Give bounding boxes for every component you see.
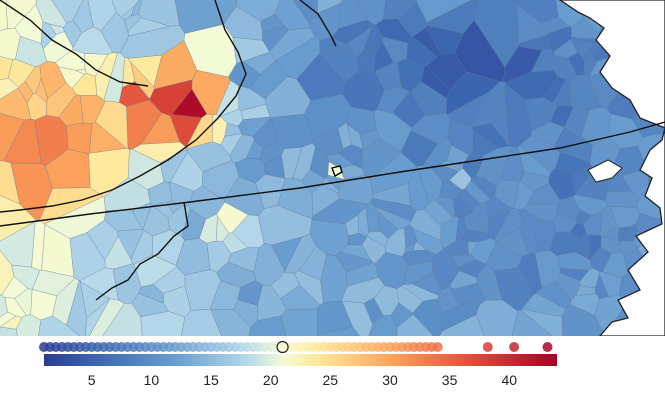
legend-dot — [433, 342, 443, 352]
color-legend: 5 10 15 20 25 30 35 40 — [0, 336, 665, 394]
county-region[interactable] — [281, 309, 317, 336]
legend-dot — [483, 342, 493, 352]
legend-tick-label: 5 — [88, 372, 96, 388]
legend-canvas: 5 10 15 20 25 30 35 40 — [0, 336, 665, 394]
legend-tick-label: 10 — [144, 372, 160, 388]
legend-color-bar — [44, 354, 557, 366]
legend-tick-label: 25 — [323, 372, 339, 388]
map-canvas[interactable] — [0, 0, 665, 336]
legend-selected-marker — [277, 342, 288, 353]
legend-tick-group: 5 10 15 20 25 30 35 40 — [88, 372, 517, 388]
legend-tick-label: 20 — [263, 372, 279, 388]
legend-dot — [509, 342, 519, 352]
legend-tick-label: 40 — [502, 372, 518, 388]
county-region[interactable] — [606, 191, 639, 208]
choropleth-map[interactable] — [0, 0, 665, 336]
legend-tick-label: 30 — [382, 372, 398, 388]
county-region[interactable] — [67, 123, 92, 154]
legend-dot — [543, 342, 553, 352]
legend-tick-label: 35 — [442, 372, 458, 388]
legend-dot-strip — [39, 342, 553, 353]
legend-tick-label: 15 — [203, 372, 219, 388]
